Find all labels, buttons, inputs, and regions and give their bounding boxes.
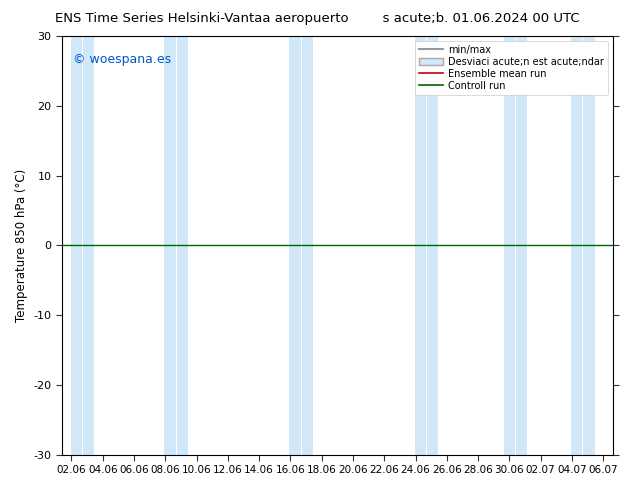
Y-axis label: Temperature 850 hPa (°C): Temperature 850 hPa (°C) <box>15 169 28 322</box>
Bar <box>571 36 582 455</box>
Text: © woespana.es: © woespana.es <box>73 53 171 66</box>
Bar <box>164 36 176 455</box>
Bar <box>302 36 313 455</box>
Bar <box>583 36 595 455</box>
Bar <box>415 36 426 455</box>
Bar <box>70 36 82 455</box>
Bar <box>290 36 301 455</box>
Bar <box>177 36 188 455</box>
Bar <box>83 36 94 455</box>
Bar <box>427 36 438 455</box>
Bar <box>504 36 515 455</box>
Legend: min/max, Desviaci acute;n est acute;ndar, Ensemble mean run, Controll run: min/max, Desviaci acute;n est acute;ndar… <box>415 41 608 95</box>
Bar <box>516 36 527 455</box>
Text: ENS Time Series Helsinki-Vantaa aeropuerto        s acute;b. 01.06.2024 00 UTC: ENS Time Series Helsinki-Vantaa aeropuer… <box>55 12 579 25</box>
